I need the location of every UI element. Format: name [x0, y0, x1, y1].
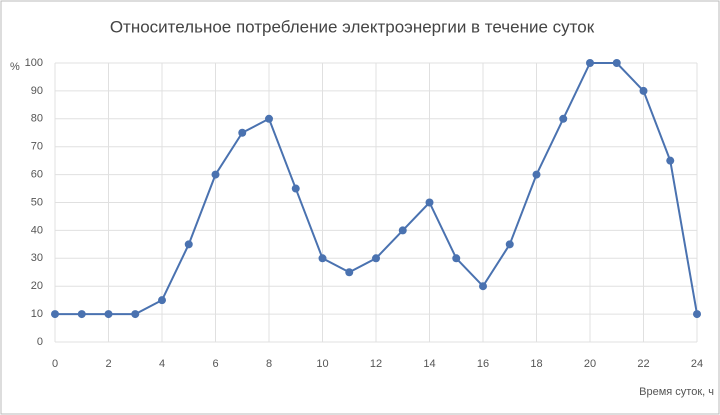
point [104, 310, 113, 319]
x-tick-label: 24 [691, 358, 703, 370]
x-tick-label: 8 [266, 358, 272, 370]
x-tick-label: 0 [52, 358, 58, 370]
x-tick-label: 4 [159, 358, 165, 370]
point [532, 170, 541, 179]
x-tick-label: 6 [212, 358, 218, 370]
x-tick-label: 12 [370, 358, 382, 370]
x-tick-label: 22 [637, 358, 649, 370]
x-tick-label: 10 [316, 358, 328, 370]
point [425, 198, 434, 207]
point [479, 282, 487, 291]
point [639, 86, 648, 95]
point [666, 156, 675, 165]
point [372, 254, 380, 263]
point [51, 310, 59, 319]
y-tick-label: 40 [31, 224, 43, 236]
y-tick-label: 20 [31, 280, 43, 292]
point [586, 59, 594, 67]
point [211, 170, 220, 179]
x-tick-label: 18 [530, 358, 542, 370]
point [345, 268, 354, 277]
point [559, 114, 568, 123]
y-tick-label: 90 [31, 85, 43, 97]
point [398, 226, 407, 235]
point [184, 240, 193, 249]
y-tick-label: 100 [25, 57, 43, 69]
x-tick-label: 16 [477, 358, 489, 370]
point [158, 296, 166, 305]
point [131, 310, 140, 319]
y-tick-label: 70 [31, 141, 43, 153]
point [77, 310, 86, 319]
y-tick-label: 10 [31, 308, 43, 320]
point [693, 310, 701, 319]
x-axis-label: Время суток, ч [639, 386, 714, 398]
point [291, 184, 300, 193]
point [612, 59, 621, 67]
point [265, 114, 273, 123]
point [238, 128, 247, 137]
y-tick-label: 30 [31, 252, 43, 264]
y-tick-label: 80 [31, 113, 43, 125]
x-tick-label: 2 [105, 358, 111, 370]
y-tick-label: 50 [31, 196, 43, 208]
point [505, 240, 514, 249]
y-axis-label: % [10, 61, 20, 73]
chart-title: Относительное потребление электроэнергии… [110, 17, 595, 36]
point [452, 254, 461, 263]
x-tick-label: 14 [423, 358, 435, 370]
y-tick-label: 60 [31, 169, 43, 181]
point [318, 254, 327, 263]
x-tick-label: 20 [584, 358, 596, 370]
y-tick-label: 0 [37, 336, 43, 348]
